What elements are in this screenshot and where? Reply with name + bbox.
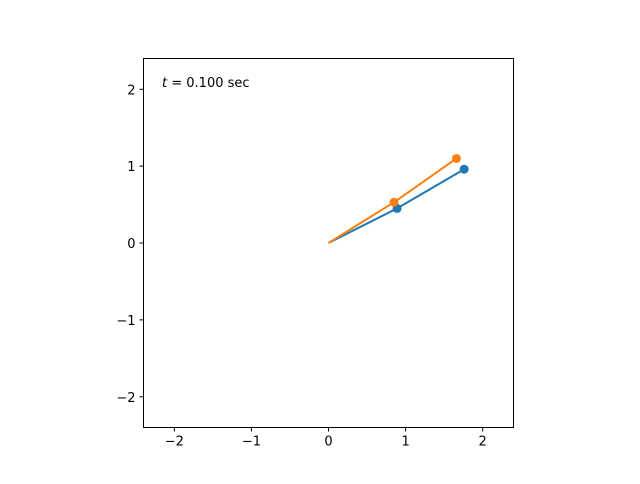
x-axis: −2 −1 0 1 2 [165,427,487,450]
plot-marks [327,153,469,244]
x-tick-label: 0 [324,435,332,450]
x-tick-label: 2 [479,435,487,450]
y-tick-label: 0 [127,237,135,252]
y-tick-label: −1 [116,314,135,329]
y-tick-label: −2 [116,391,135,406]
time-var: t [162,76,168,91]
x-tick-label: 1 [401,435,409,450]
pendulum-2-bob [451,153,461,163]
y-tick-label: 1 [127,160,135,175]
pendulum-2-bob [389,197,399,207]
time-annotation: t = 0.100 sec [162,76,250,91]
y-axis: −2 −1 0 1 2 [116,83,144,406]
x-tick-label: −1 [242,435,261,450]
time-value: = 0.100 sec [167,76,249,91]
x-tick-label: −2 [165,435,184,450]
pendulum-1-bob [459,164,469,174]
y-tick-label: 2 [127,83,135,98]
